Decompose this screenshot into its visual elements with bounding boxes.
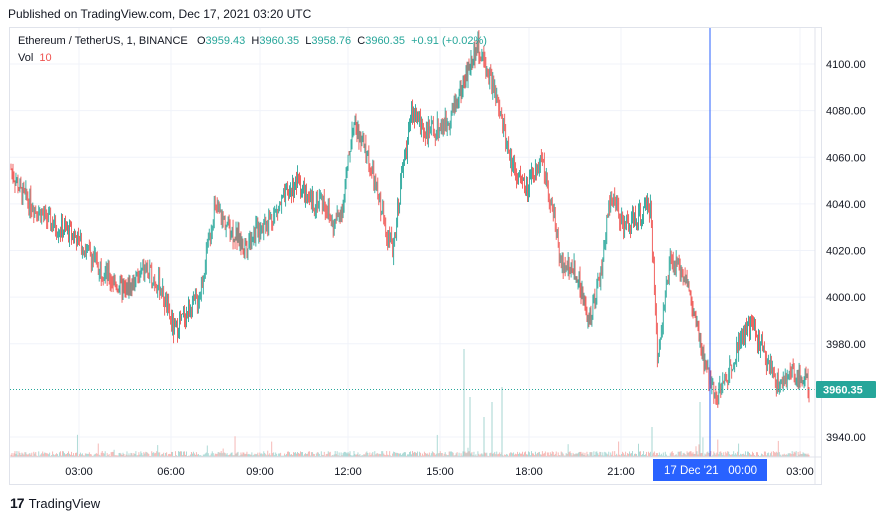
time-tick-label: 15:00 <box>426 466 454 478</box>
tradingview-logo-icon: 17 <box>10 495 25 511</box>
price-tick-label: 3980.00 <box>826 339 866 351</box>
legend-volume: Vol 10 <box>18 52 52 64</box>
price-tick-label: 3940.00 <box>826 432 866 444</box>
crosshair-time-badge: 17 Dec '21 00:00 <box>653 459 767 481</box>
close-label: C <box>357 35 366 47</box>
crosshair-time-label: 17 Dec '21 00:00 <box>664 465 757 477</box>
candlestick-series <box>10 30 810 408</box>
volume-value: 10 <box>39 52 52 64</box>
price-tick-label: 4020.00 <box>826 246 866 258</box>
last-price-badge: 3960.35 <box>816 381 876 399</box>
low-label: L <box>305 35 312 47</box>
time-tick-label: 03:00 <box>786 466 814 478</box>
chart-pane[interactable] <box>9 27 822 485</box>
high-label: H <box>251 35 260 47</box>
low-value: 3958.76 <box>311 35 352 47</box>
grid-lines <box>10 28 815 457</box>
price-tick-label: 4060.00 <box>826 152 866 164</box>
open-label: O <box>196 35 206 47</box>
volume-label: Vol <box>18 52 34 64</box>
time-axis: 03:00 06:00 09:00 12:00 15:00 18:00 21:00 03:00 <box>65 466 814 478</box>
time-tick-label: 06:00 <box>157 466 185 478</box>
price-tick-label: 4100.00 <box>826 59 866 71</box>
published-caption: Published on TradingView.com, Dec 17, 20… <box>8 7 312 21</box>
price-tick-label: 4000.00 <box>826 292 866 304</box>
price-tick-label: 4040.00 <box>826 199 866 211</box>
price-axis: 4100.00 4080.00 4060.00 4040.00 4020.00 4000.… <box>826 59 866 444</box>
high-value: 3960.35 <box>259 35 300 47</box>
footer-brand[interactable]: 17 TradingView <box>10 495 100 511</box>
time-tick-label: 21:00 <box>607 466 635 478</box>
change-value: +0.91 (+0.02%) <box>411 35 487 47</box>
time-tick-label: 09:00 <box>246 466 274 478</box>
brand-name: TradingView <box>28 495 101 511</box>
symbol-name[interactable]: Ethereum / TetherUS, 1, BINANCE <box>18 35 188 47</box>
close-value: 3960.35 <box>365 35 405 47</box>
last-price-label: 3960.35 <box>823 385 863 397</box>
price-tick-label: 4080.00 <box>826 106 866 118</box>
time-tick-label: 03:00 <box>65 466 93 478</box>
open-value: 3959.43 <box>205 35 246 47</box>
time-tick-label: 18:00 <box>515 466 543 478</box>
legend-ohlc: Ethereum / TetherUS, 1, BINANCE O3959.43… <box>18 35 487 47</box>
time-tick-label: 12:00 <box>334 466 362 478</box>
volume-bars <box>10 349 810 457</box>
